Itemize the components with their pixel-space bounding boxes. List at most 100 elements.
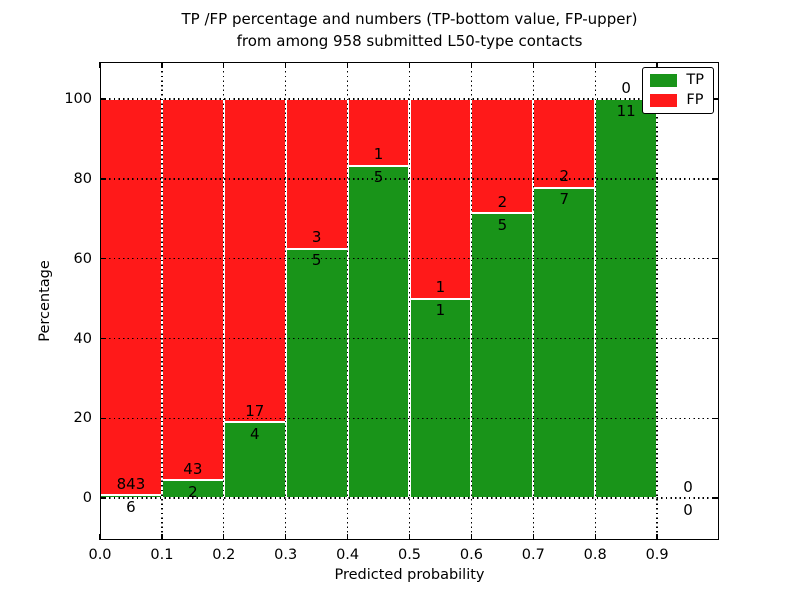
y-tick-label: 100: [64, 91, 92, 108]
fp-count-label: 843: [116, 474, 146, 493]
legend-row: FP: [650, 93, 704, 108]
bar-fp-segment: [161, 99, 224, 481]
tp-legend-swatch: [650, 74, 678, 87]
x-tick-mark: [656, 62, 658, 68]
tp-count-label: 0: [683, 500, 693, 519]
tp-count-label: 6: [126, 497, 136, 516]
y-tick-mark: [100, 337, 106, 340]
x-tick-mark: [594, 534, 596, 540]
plot-area: TP FP 843 6 43 2 17 4 3 5 1 5 1 1 2 5 2 7 0 11 0 0: [99, 62, 719, 540]
x-tick-mark: [532, 62, 534, 68]
y-tick-mark: [100, 497, 106, 499]
y-tick-mark: [713, 417, 719, 419]
y-tick-label: 20: [73, 410, 92, 427]
gridline-vertical: [594, 62, 596, 540]
gridline-vertical: [223, 62, 225, 540]
gridline-vertical: [532, 62, 534, 540]
gridline-vertical: [470, 62, 473, 540]
x-tick-label: 0.1: [150, 547, 174, 563]
tp-count-label: 2: [188, 482, 198, 501]
x-tick-mark: [285, 534, 287, 540]
x-tick-label: 0.4: [336, 547, 360, 563]
x-tick-label: 0.8: [583, 547, 607, 563]
x-tick-mark: [161, 62, 163, 68]
x-tick-label: 0.5: [397, 547, 422, 563]
tp-count-label: 5: [373, 168, 384, 187]
x-tick-mark: [470, 62, 473, 68]
x-tick-mark: [656, 534, 658, 540]
bar-fp-segment: [223, 99, 286, 423]
chart-title-line-1: TP /FP percentage and numbers (TP-bottom…: [181, 10, 638, 28]
y-tick-mark: [100, 258, 106, 260]
x-tick-mark: [223, 534, 225, 540]
legend-row: TP: [650, 73, 704, 88]
x-tick-mark: [99, 534, 101, 540]
fp-count-label: 1: [435, 278, 446, 297]
bar-fp-segment: [100, 99, 162, 496]
fp-count-label: 0: [621, 78, 631, 97]
x-tick-label: 0.2: [212, 547, 236, 563]
y-tick-label: 60: [73, 250, 92, 267]
y-tick-label: 40: [73, 330, 92, 347]
bar-tp-segment: [471, 213, 534, 499]
gridline-vertical: [161, 62, 163, 540]
fp-count-label: 17: [245, 401, 265, 420]
tp-count-label: 1: [435, 301, 446, 320]
bar-tp-segment: [285, 248, 348, 499]
fp-count-label: 2: [497, 192, 508, 211]
gridline-vertical: [408, 62, 411, 540]
tp-count-label: 11: [616, 101, 636, 120]
bar-fp-segment: [409, 99, 472, 299]
y-tick-mark: [100, 417, 106, 419]
y-tick-mark: [713, 258, 719, 260]
bar-tp-segment: [409, 298, 472, 499]
x-tick-mark: [285, 62, 287, 68]
chart-title-line-2: from among 958 submitted L50-type contac…: [236, 32, 583, 50]
tp-count-label: 5: [497, 215, 508, 234]
bar-tp-segment: [595, 99, 658, 499]
y-tick-mark: [713, 337, 719, 340]
x-tick-mark: [346, 62, 349, 68]
x-tick-label: 0.6: [459, 547, 483, 563]
y-tick-mark: [713, 98, 719, 100]
y-tick-mark: [713, 497, 719, 499]
x-tick-label: 0.9: [645, 547, 669, 563]
x-tick-mark: [470, 534, 473, 540]
fp-legend-swatch: [650, 94, 678, 107]
x-tick-mark: [161, 534, 163, 540]
x-tick-label: 0.7: [521, 547, 545, 563]
fp-count-label: 3: [311, 228, 322, 247]
gridline-vertical: [346, 62, 349, 540]
x-tick-mark: [408, 62, 411, 68]
y-axis-label: Percentage: [37, 260, 53, 342]
bar-fp-segment: [285, 99, 348, 249]
legend: TP FP: [642, 67, 714, 114]
fp-count-label: 0: [683, 477, 693, 496]
x-tick-mark: [99, 62, 101, 68]
x-tick-mark: [346, 534, 349, 540]
y-tick-mark: [713, 178, 719, 180]
gridline-vertical: [285, 62, 287, 540]
y-tick-mark: [100, 98, 106, 100]
gridline-vertical: [656, 62, 658, 540]
tp-count-label: 4: [249, 424, 260, 443]
x-tick-label: 0.0: [88, 547, 112, 563]
fp-count-label: 1: [373, 145, 384, 164]
tp-count-label: 5: [311, 251, 322, 270]
x-tick-mark: [532, 534, 534, 540]
x-tick-mark: [408, 534, 411, 540]
x-tick-mark: [223, 62, 225, 68]
legend-label: FP: [686, 92, 704, 108]
x-tick-mark: [594, 62, 596, 68]
legend-label: TP: [686, 72, 704, 88]
bar-tp-segment: [347, 165, 410, 499]
x-tick-label: 0.3: [274, 547, 298, 563]
fp-count-label: 2: [559, 167, 570, 186]
y-tick-label: 0: [82, 490, 92, 507]
fp-count-label: 43: [183, 459, 203, 478]
y-tick-label: 80: [73, 170, 92, 187]
y-tick-mark: [100, 178, 106, 180]
tp-count-label: 7: [559, 190, 570, 209]
x-axis-label: Predicted probability: [334, 567, 485, 583]
